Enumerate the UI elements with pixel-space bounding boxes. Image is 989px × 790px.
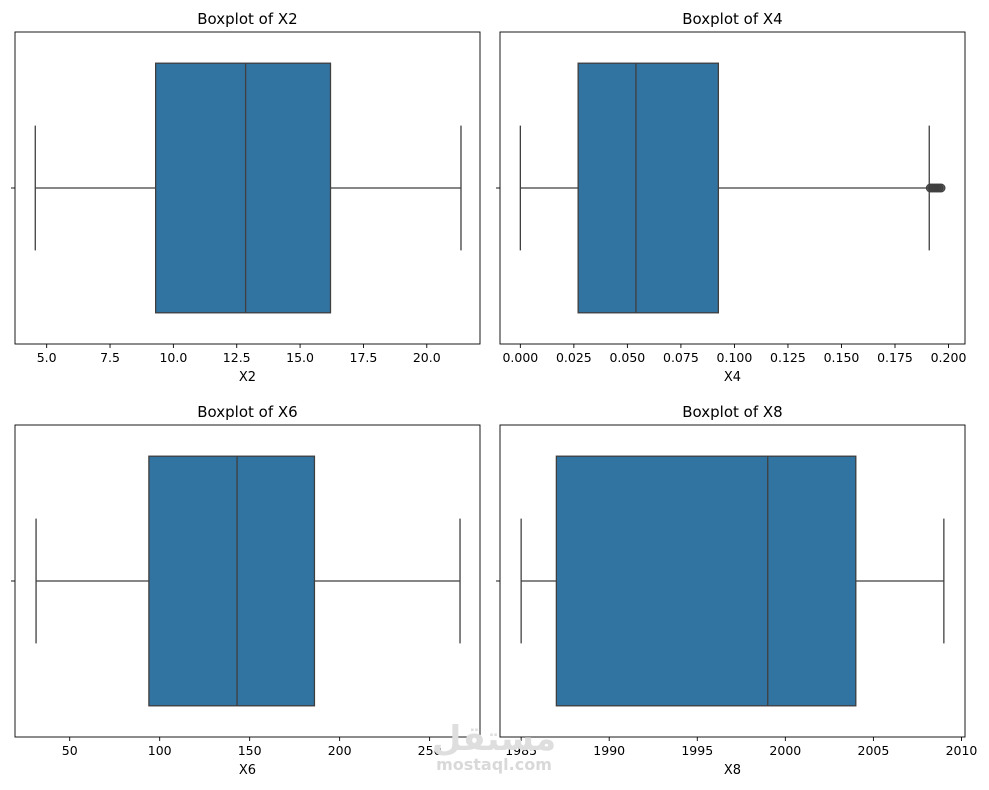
chart-title: Boxplot of X8 xyxy=(682,403,782,421)
x-tick-label: 0.050 xyxy=(609,350,645,365)
x-tick-label: 0.100 xyxy=(717,350,753,365)
x-axis-label: X8 xyxy=(724,763,741,778)
x-axis-label: X4 xyxy=(724,370,741,385)
boxplot-panel-3: Boxplot of X6 50 100 150 200 250 X6 xyxy=(11,403,481,778)
x-tick-label: 150 xyxy=(238,743,262,758)
watermark-latin: mostaql.com xyxy=(436,755,552,774)
x-tick-label: 1985 xyxy=(505,743,537,758)
boxplot-panel-1: Boxplot of X2 5.0 7.5 10.0 12.5 15.0 17.5 20.0 X… xyxy=(11,10,481,385)
x-tick-label: 100 xyxy=(148,743,172,758)
x-tick-label: 5.0 xyxy=(37,350,57,365)
x-axis-label: X2 xyxy=(239,370,256,385)
x-tick-label: 250 xyxy=(418,743,442,758)
chart-title: Boxplot of X2 xyxy=(197,10,297,28)
x-tick-label: 0.200 xyxy=(931,350,967,365)
x-axis-label: X6 xyxy=(239,763,256,778)
x-tick-label: 15.0 xyxy=(286,350,314,365)
x-tick-label: 200 xyxy=(328,743,352,758)
iqr-box xyxy=(555,455,857,707)
x-tick-label: 0.000 xyxy=(502,350,538,365)
chart-title: Boxplot of X4 xyxy=(682,10,782,28)
x-tick-label: 10.0 xyxy=(159,350,187,365)
x-tick-label: 0.175 xyxy=(877,350,913,365)
x-tick-label: 2000 xyxy=(769,743,801,758)
x-tick-label: 2005 xyxy=(858,743,890,758)
outlier-point xyxy=(936,183,946,193)
iqr-box xyxy=(154,62,332,314)
iqr-box xyxy=(577,62,720,314)
x-tick-label: 0.125 xyxy=(770,350,806,365)
x-tick-label: 0.025 xyxy=(556,350,592,365)
chart-title: Boxplot of X6 xyxy=(197,403,297,421)
watermark: مستقل mostaql.com xyxy=(432,719,556,774)
iqr-box xyxy=(148,455,316,707)
x-tick-label: 12.5 xyxy=(223,350,251,365)
x-tick-label: 1995 xyxy=(681,743,713,758)
x-tick-label: 1990 xyxy=(593,743,625,758)
x-tick-label: 50 xyxy=(62,743,78,758)
x-tick-label: 0.150 xyxy=(824,350,860,365)
boxplot-panel-4: Boxplot of X8 1985 1990 1995 2000 2005 2010 X8 xyxy=(496,403,977,778)
watermark-arabic: مستقل xyxy=(432,719,556,759)
x-tick-label: 20.0 xyxy=(413,350,441,365)
boxplot-panel-2: Boxplot of X4 0.000 0.025 0.050 0.075 0.100 0.… xyxy=(496,10,966,385)
x-tick-label: 7.5 xyxy=(100,350,120,365)
x-tick-label: 17.5 xyxy=(350,350,378,365)
x-tick-label: 0.075 xyxy=(663,350,699,365)
x-tick-label: 2010 xyxy=(946,743,978,758)
